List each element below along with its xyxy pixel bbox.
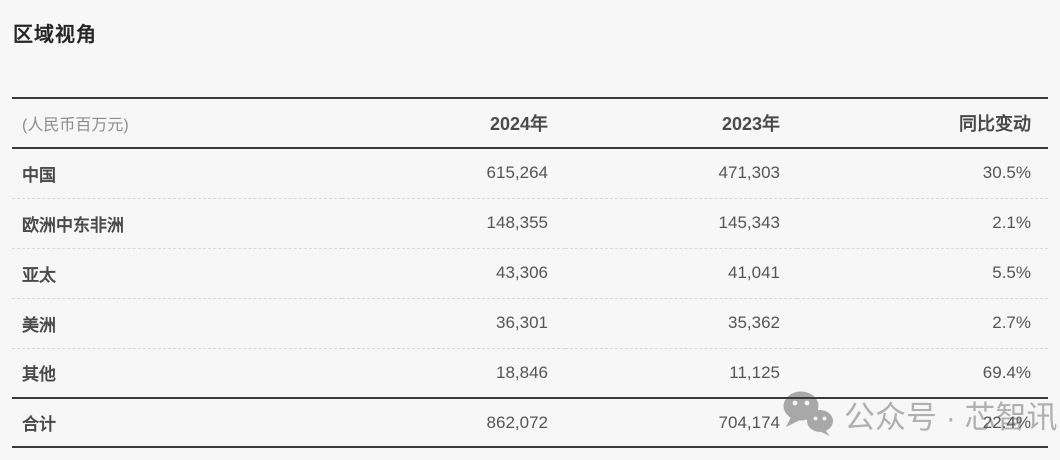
value-2023: 145,343: [718, 213, 780, 232]
watermark: 公众号 · 芯智讯: [782, 391, 1058, 437]
value-2023: 471,303: [718, 163, 780, 183]
total-label: 合计: [22, 415, 56, 434]
watermark-label: 公众号 · 芯智讯: [844, 399, 1058, 435]
table-row-emea: 欧洲中东非洲 148,355 145,343 2.1%: [12, 198, 1048, 248]
value-2023: 35,362: [728, 313, 780, 332]
wechat-icon: [782, 391, 834, 437]
table-row-other: 其他 18,846 11,125 69.4%: [12, 348, 1048, 398]
unit-label: (人民币百万元): [12, 97, 342, 149]
total-2024: 862,072: [486, 412, 548, 432]
column-header-yoy: 同比变动: [797, 97, 1048, 149]
column-header-2023: 2023年: [565, 97, 797, 149]
value-2023: 41,041: [728, 263, 780, 282]
value-yoy: 69.4%: [982, 362, 1031, 382]
value-2024: 615,264: [486, 163, 548, 183]
page-title: 区域视角: [13, 24, 97, 46]
value-2024: 18,846: [496, 362, 548, 382]
row-label: 亚太: [22, 265, 56, 285]
column-header-2024: 2024年: [342, 97, 565, 149]
value-yoy: 2.1%: [992, 213, 1031, 232]
table-row-total: 合计 862,072 704,174 22.4%: [12, 398, 1048, 447]
value-2024: 148,355: [486, 213, 548, 232]
total-2023: 704,174: [718, 412, 780, 432]
value-2024: 43,306: [496, 263, 548, 282]
table-row-china: 中国 615,264 471,303 30.5%: [12, 148, 1048, 198]
row-label: 其他: [22, 365, 56, 385]
value-2023: 11,125: [729, 362, 780, 382]
value-yoy: 2.7%: [992, 313, 1031, 332]
value-yoy: 5.5%: [992, 263, 1031, 282]
row-label: 美洲: [22, 315, 56, 335]
table-header-row: (人民币百万元) 2024年 2023年 同比变动: [12, 97, 1048, 149]
row-label: 中国: [22, 165, 56, 185]
value-yoy: 30.5%: [982, 163, 1031, 183]
region-revenue-table: (人民币百万元) 2024年 2023年 同比变动 中国 615,264 471…: [12, 97, 1048, 448]
total-yoy: 22.4%: [982, 412, 1031, 432]
table-row-americas: 美洲 36,301 35,362 2.7%: [12, 298, 1048, 348]
row-label: 欧洲中东非洲: [22, 215, 124, 235]
table-row-apac: 亚太 43,306 41,041 5.5%: [12, 248, 1048, 298]
value-2024: 36,301: [496, 313, 548, 332]
